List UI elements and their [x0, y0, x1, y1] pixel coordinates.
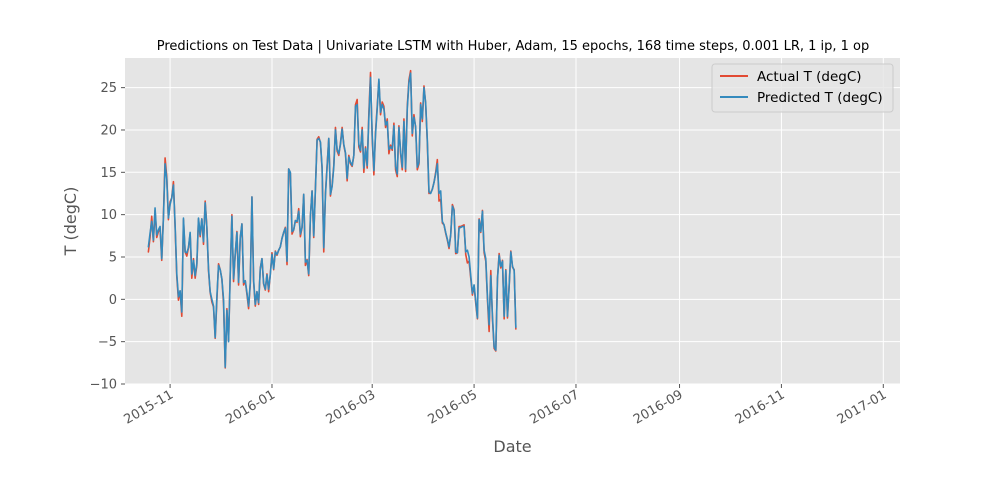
x-tick-label: 2017-01 — [835, 387, 890, 427]
y-tick-label: 25 — [100, 81, 117, 96]
x-tick-label: 2016-11 — [733, 387, 788, 427]
y-tick-label: 10 — [100, 208, 117, 223]
y-axis: −10 −5 0 5 10 15 20 25 — [90, 81, 125, 393]
legend-label-predicted: Predicted T (degC) — [757, 90, 883, 106]
legend-box — [711, 63, 894, 113]
x-tick-label: 2016-07 — [527, 387, 582, 427]
x-tick-label: 2016-05 — [426, 387, 481, 427]
series-layer — [147, 69, 517, 369]
y-tick-label: −10 — [90, 378, 117, 393]
chart-title: Predictions on Test Data | Univariate LS… — [157, 39, 870, 54]
legend-label-actual: Actual T (degC) — [757, 69, 862, 85]
y-tick-label: 15 — [100, 166, 117, 181]
y-tick-label: −5 — [98, 335, 117, 350]
y-axis-label: T (degC) — [61, 187, 80, 257]
x-tick-label: 2016-03 — [324, 387, 379, 427]
x-tick-label: 2015-11 — [122, 387, 177, 427]
x-tick-label: 2016-09 — [631, 387, 686, 427]
y-tick-label: 5 — [109, 250, 117, 265]
series-line-predicted — [147, 72, 517, 368]
x-axis: 2015-11 2016-01 2016-03 2016-05 2016-07 2016-… — [122, 384, 890, 428]
x-axis-label: Date — [493, 437, 531, 456]
y-tick-label: 20 — [100, 123, 117, 138]
y-tick-label: 0 — [109, 293, 117, 308]
legend: Actual T (degC) Predicted T (degC) — [711, 63, 894, 113]
x-tick-label: 2016-01 — [223, 387, 278, 427]
